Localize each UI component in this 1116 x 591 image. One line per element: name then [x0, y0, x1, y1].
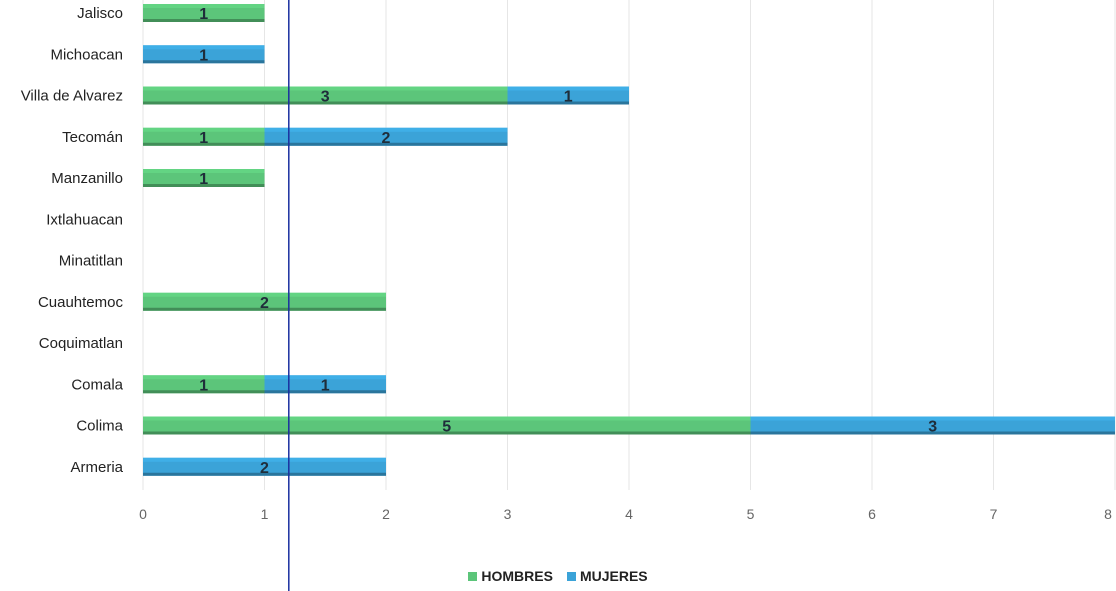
bar-highlight — [143, 4, 265, 8]
x-tick-label: 4 — [625, 506, 633, 522]
legend-swatch-hombres — [468, 571, 478, 581]
category-label-manzanillo: Manzanillo — [51, 170, 123, 187]
bar-segment-mujeres — [750, 416, 1115, 435]
bar-highlight — [143, 127, 265, 132]
bar-highlight — [143, 457, 386, 462]
bar-shadow — [143, 184, 265, 187]
bar-shadow — [507, 101, 629, 105]
category-label-comala: Comala — [71, 376, 123, 393]
bar-segment-mujeres — [143, 457, 386, 476]
data-label: 1 — [199, 130, 208, 147]
legend-label-hombres: HOMBRES — [481, 568, 553, 584]
bar-shadow — [143, 307, 386, 311]
data-label: 5 — [442, 419, 451, 436]
x-tick-label: 5 — [747, 506, 755, 522]
category-label-armeria: Armeria — [70, 459, 123, 476]
bar-segment-mujeres — [264, 375, 386, 394]
category-label-minatitlan: Minatitlan — [59, 253, 123, 270]
data-label: 2 — [260, 295, 269, 312]
x-tick-label: 7 — [990, 506, 998, 522]
data-label: 2 — [260, 460, 269, 477]
bar-shadow — [143, 142, 265, 146]
bar-shadow — [143, 390, 265, 394]
bar-segment-mujeres — [264, 127, 508, 146]
bar-shadow — [264, 390, 386, 394]
data-label: 2 — [382, 130, 391, 147]
data-label: 3 — [321, 89, 330, 106]
legend-item-hombres: HOMBRES — [468, 568, 553, 584]
bar-highlight — [264, 127, 508, 132]
data-label: 3 — [928, 419, 937, 436]
bar-segment-hombres — [143, 169, 265, 187]
category-label-coquimatlan: Coquimatlan — [39, 335, 123, 352]
bar-highlight — [750, 416, 1115, 421]
bar-segment-mujeres — [507, 86, 629, 105]
bar-segment-mujeres — [143, 45, 265, 64]
x-tick-label: 3 — [504, 506, 512, 522]
bar-highlight — [507, 86, 629, 91]
data-label: 1 — [199, 47, 208, 64]
bar-segment-hombres — [143, 86, 508, 105]
legend: HOMBRES MUJERES — [0, 568, 1116, 584]
category-label-villa-de-alvarez: Villa de Alvarez — [21, 88, 123, 105]
bar-shadow — [143, 472, 386, 476]
x-tick-label: 0 — [139, 506, 147, 522]
x-tick-label: 1 — [261, 506, 269, 522]
legend-item-mujeres: MUJERES — [566, 568, 648, 584]
bar-shadow — [143, 101, 508, 105]
bar-highlight — [264, 375, 386, 380]
x-tick-label: 6 — [868, 506, 876, 522]
bar-shadow — [750, 431, 1115, 435]
bar-shadow — [264, 142, 508, 146]
legend-label-mujeres: MUJERES — [579, 568, 648, 584]
bar-highlight — [143, 86, 508, 91]
bar-segment-hombres — [143, 4, 265, 22]
data-label: 1 — [199, 171, 208, 188]
category-label-colima: Colima — [76, 418, 123, 435]
bar-shadow — [143, 431, 751, 435]
bar-highlight — [143, 416, 751, 421]
category-label-ixtlahuacan: Ixtlahuacan — [46, 211, 123, 228]
data-label: 1 — [199, 377, 208, 394]
data-label: 1 — [199, 6, 208, 23]
bar-segment-hombres — [143, 416, 751, 435]
data-label: 1 — [564, 89, 573, 106]
category-label-tecoman: Tecomán — [62, 129, 123, 146]
legend-swatch-mujeres — [566, 571, 576, 581]
bar-highlight — [143, 169, 265, 173]
bar-highlight — [143, 45, 265, 50]
category-label-michoacan: Michoacan — [50, 46, 123, 63]
bar-shadow — [143, 19, 265, 22]
bar-segment-hombres — [143, 127, 265, 146]
x-tick-label: 2 — [382, 506, 390, 522]
category-label-cuauhtemoc: Cuauhtemoc — [38, 294, 124, 311]
bar-highlight — [143, 292, 386, 297]
category-label-jalisco: Jalisco — [77, 5, 123, 22]
data-label: 1 — [321, 377, 330, 394]
bar-segment-hombres — [143, 292, 386, 311]
bar-shadow — [143, 60, 265, 64]
bar-segment-hombres — [143, 375, 265, 394]
bar-highlight — [143, 375, 265, 380]
x-tick-label: 8 — [1104, 506, 1112, 522]
